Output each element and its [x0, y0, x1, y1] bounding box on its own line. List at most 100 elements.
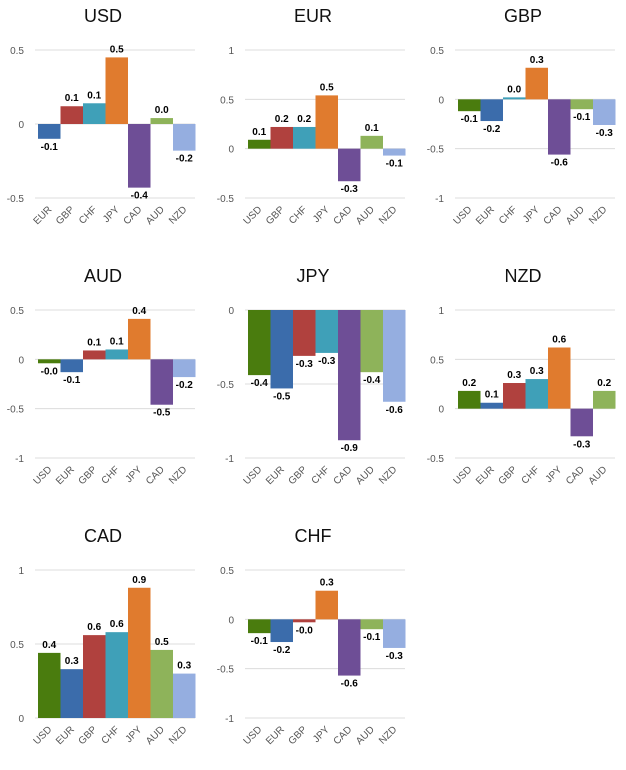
- y-tick-label: 0: [228, 145, 234, 156]
- data-label: -0.6: [341, 679, 359, 690]
- chart-panel-chf: CHF 0.5 0 -0.5 -1 -0.1 USD -0.2 EUR -0.0 GBP 0.3 JP…: [210, 520, 420, 770]
- y-tick-label: -1: [225, 714, 234, 725]
- chart-panel-eur: EUR 1 0.5 0 -0.5 0.1 USD 0.2 GBP 0.2 CHF 0.5 JPY -0.…: [210, 0, 420, 250]
- bar-cad: [338, 148, 361, 182]
- y-tick-label: 0: [438, 95, 444, 106]
- bar-jpy: [128, 587, 151, 718]
- bar-aud: [150, 118, 173, 124]
- bar-jpy: [525, 67, 548, 100]
- y-tick-label: -1: [15, 454, 24, 465]
- y-tick-label: -0.5: [7, 405, 25, 416]
- bar-cad: [548, 99, 571, 155]
- x-tick-label: JPY: [521, 204, 542, 225]
- x-tick-label: USD: [452, 464, 475, 487]
- x-tick-label: EUR: [54, 724, 77, 747]
- bar-cad: [150, 359, 173, 405]
- y-tick-label: 0.5: [10, 306, 24, 317]
- y-tick-label: 0: [18, 355, 24, 366]
- x-tick-label: AUD: [587, 464, 610, 487]
- x-tick-label: EUR: [32, 204, 55, 227]
- x-tick-label: USD: [242, 724, 265, 747]
- x-tick-label: CAD: [332, 204, 355, 227]
- y-tick-label: -0.5: [217, 665, 235, 676]
- data-label: 0.6: [552, 334, 566, 345]
- chart-panel-cad: CAD 1 0.5 0 0.4 USD 0.3 EUR 0.6 GBP 0.6 CHF 0.9 JPY 0…: [0, 520, 210, 770]
- bar-nzd: [383, 148, 406, 156]
- data-label: 0.0: [507, 84, 521, 95]
- data-label: 0.5: [110, 44, 124, 55]
- y-tick-label: -1: [225, 454, 234, 465]
- x-tick-label: JPY: [311, 204, 332, 225]
- bar-chart-cad: 1 0.5 0 0.4 USD 0.3 EUR 0.6 GBP 0.6 CHF 0.9 JPY 0.5 AU…: [10, 566, 196, 747]
- x-tick-label: USD: [32, 724, 55, 747]
- data-label: -0.5: [273, 391, 291, 402]
- bar-eur: [480, 99, 503, 122]
- bar-usd: [248, 619, 271, 634]
- bar-aud: [150, 649, 173, 718]
- x-tick-label: AUD: [144, 724, 167, 747]
- y-tick-label: -1: [435, 194, 444, 205]
- bar-cad: [128, 124, 151, 188]
- x-tick-label: NZD: [377, 464, 399, 486]
- y-tick-label: 0: [438, 405, 444, 416]
- x-tick-label: USD: [452, 204, 475, 227]
- y-tick-label: -0.5: [7, 194, 25, 205]
- bar-usd: [248, 310, 271, 376]
- chart-title: USD: [83, 6, 122, 26]
- bar-chf: [503, 97, 526, 100]
- data-label: 0.3: [530, 366, 544, 377]
- bar-chart-nzd: 1 0.5 0 -0.5 0.2 USD 0.1 EUR 0.3 GBP 0.3 CHF 0.6 JPY -…: [427, 306, 616, 487]
- data-label: 0.1: [252, 127, 266, 138]
- x-tick-label: NZD: [167, 724, 189, 746]
- data-label: 0.6: [110, 619, 124, 630]
- x-tick-label: GBP: [54, 204, 77, 227]
- y-tick-label: 1: [438, 306, 444, 317]
- bar-chf: [293, 126, 316, 149]
- y-tick-label: 0: [228, 306, 234, 317]
- x-tick-label: EUR: [264, 724, 287, 747]
- y-tick-label: 0.5: [10, 46, 24, 57]
- x-tick-label: CHF: [77, 204, 99, 226]
- x-tick-label: AUD: [144, 204, 167, 227]
- data-label: 0.3: [530, 55, 544, 66]
- x-tick-label: CHF: [100, 464, 122, 486]
- bar-chart-jpy: 0 -0.5 -1 -0.4 USD -0.5 EUR -0.3 GBP -0.3 CHF -0.9 C…: [217, 306, 406, 487]
- data-label: 0.1: [485, 390, 499, 401]
- bar-gbp: [270, 126, 293, 149]
- bar-jpy: [105, 57, 128, 124]
- x-tick-label: CAD: [564, 464, 587, 487]
- bar-chf: [83, 103, 106, 124]
- x-tick-label: USD: [32, 464, 55, 487]
- bar-chart-eur: 1 0.5 0 -0.5 0.1 USD 0.2 GBP 0.2 CHF 0.5 JPY -0.3 CAD…: [217, 46, 406, 227]
- data-label: -0.4: [131, 191, 149, 202]
- x-tick-label: GBP: [77, 464, 100, 487]
- chart-panel-aud: AUD 0.5 0 -0.5 -1 -0.0 USD -0.1 EUR 0.1 GBP 0.1 CHF…: [0, 260, 210, 510]
- bar-chart-aud: 0.5 0 -0.5 -1 -0.0 USD -0.1 EUR 0.1 GBP 0.1 CHF 0.4 J…: [7, 306, 196, 487]
- bar-eur: [38, 124, 61, 139]
- x-tick-label: CAD: [144, 464, 167, 487]
- data-label: -0.1: [251, 636, 269, 647]
- data-label: 0.4: [132, 306, 146, 317]
- data-label: -0.2: [273, 645, 291, 656]
- data-label: -0.1: [386, 159, 404, 170]
- data-label: 0.0: [155, 105, 169, 116]
- x-tick-label: JPY: [124, 724, 145, 745]
- x-tick-label: JPY: [124, 464, 145, 485]
- bar-jpy: [315, 95, 338, 149]
- data-label: 0.4: [42, 640, 56, 651]
- data-label: 0.1: [110, 336, 124, 347]
- bar-eur: [60, 359, 83, 373]
- data-label: -0.3: [296, 359, 314, 370]
- bar-chart-gbp: 0.5 0 -0.5 -1 -0.1 USD -0.2 EUR 0.0 CHF 0.3 JPY -0.6…: [427, 46, 616, 227]
- data-label: 0.3: [507, 370, 521, 381]
- bar-gbp: [293, 619, 316, 623]
- chart-panel-gbp: GBP 0.5 0 -0.5 -1 -0.1 USD -0.2 EUR 0.0 CHF 0.3 JPY…: [420, 0, 626, 250]
- data-label: -0.1: [41, 142, 59, 153]
- data-label: -0.2: [176, 154, 194, 165]
- bar-gbp: [503, 383, 526, 409]
- bar-aud: [570, 99, 593, 110]
- x-tick-label: USD: [242, 464, 265, 487]
- x-tick-label: CAD: [332, 464, 355, 487]
- y-tick-label: 0.5: [430, 46, 444, 57]
- data-label: -0.4: [363, 375, 381, 386]
